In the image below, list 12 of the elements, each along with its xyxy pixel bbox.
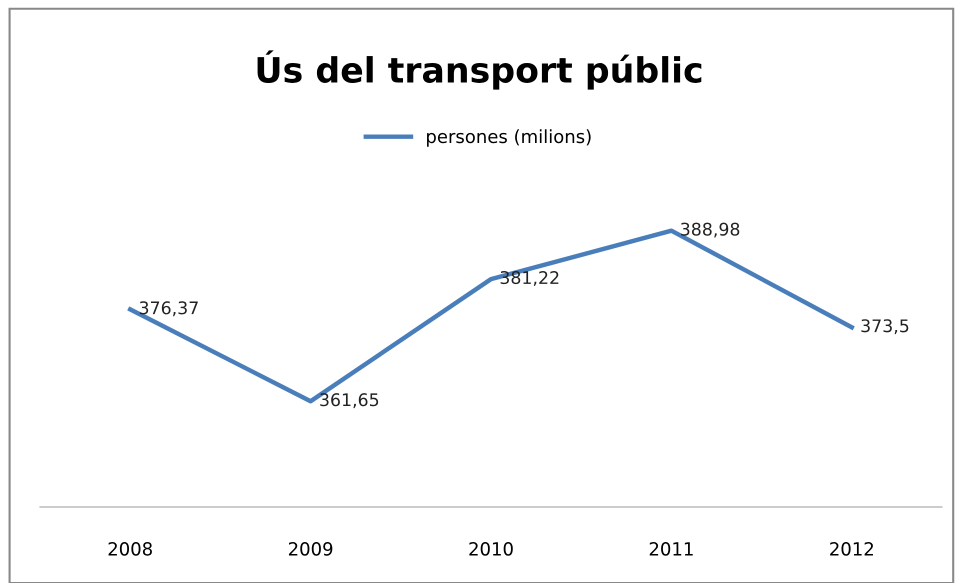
data-label: 381,22	[500, 271, 558, 286]
data-label: 361,65	[320, 393, 378, 408]
x-tick-label: 2008	[108, 542, 152, 556]
data-label: 388,98	[681, 222, 740, 238]
x-tick-label: 2009	[288, 542, 332, 556]
legend-label: persones (milions)	[427, 129, 591, 147]
data-label: 376,37	[140, 301, 198, 316]
data-label: 373,5	[861, 319, 908, 334]
x-tick-label: 2010	[469, 542, 513, 556]
x-tick-label: 2011	[650, 542, 693, 556]
chart-title: Ús del transport públic	[258, 50, 702, 90]
x-tick-label: 2012	[830, 542, 873, 556]
